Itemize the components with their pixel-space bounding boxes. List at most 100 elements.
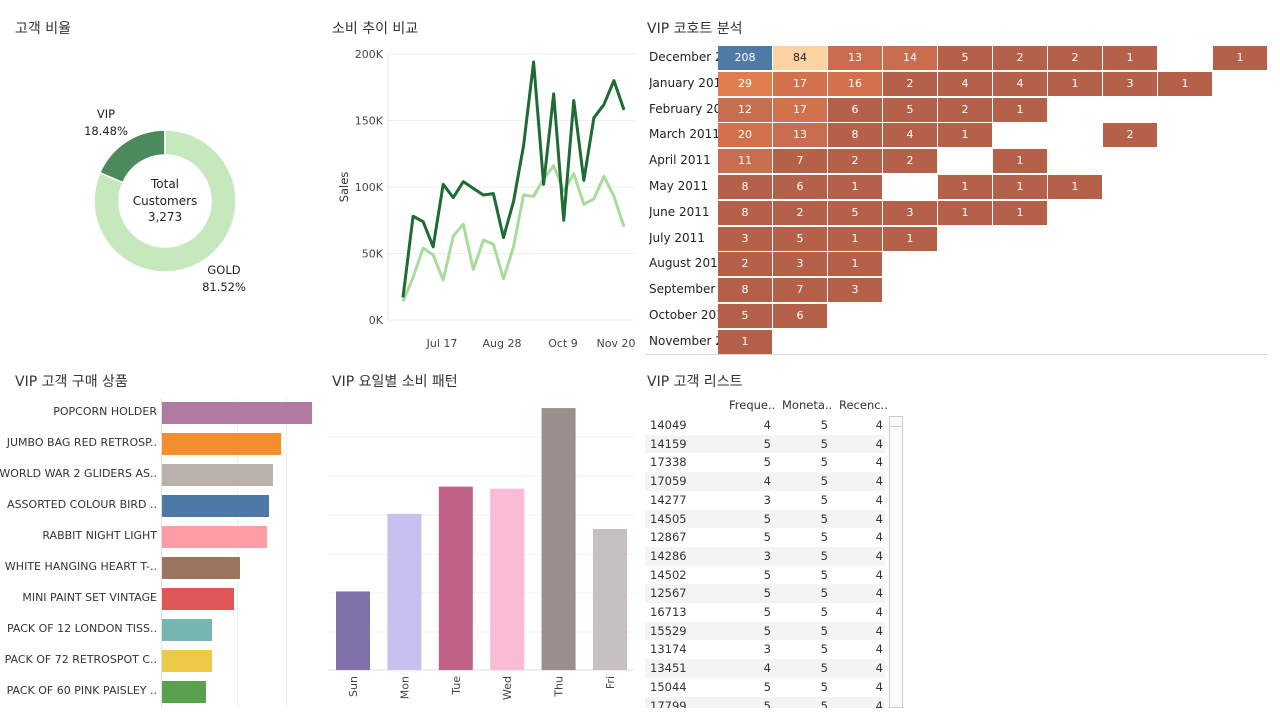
cohort-cell[interactable]: 3 <box>773 252 827 277</box>
table-row[interactable]: 17338 5 5 4 <box>645 453 885 473</box>
cohort-cell[interactable]: 1 <box>938 123 992 148</box>
cohort-cell[interactable]: 20 <box>718 123 772 148</box>
cohort-cell[interactable]: 16 <box>828 71 882 96</box>
table-row[interactable]: 14505 5 5 4 <box>645 509 885 529</box>
table-row[interactable]: 14277 3 5 4 <box>645 490 885 510</box>
table-row[interactable]: 14502 5 5 4 <box>645 565 885 585</box>
cohort-cell[interactable]: 1 <box>993 175 1047 199</box>
cohort-cell[interactable]: 208 <box>718 46 772 70</box>
cohort-cell[interactable]: 1 <box>1213 46 1267 70</box>
product-bar[interactable] <box>162 588 234 610</box>
col-frequency[interactable]: Freque.. <box>729 398 776 412</box>
col-recency[interactable]: Recenc.. <box>839 398 888 412</box>
product-bar[interactable] <box>162 619 212 641</box>
cohort-cell[interactable]: 6 <box>773 175 827 199</box>
cohort-cell[interactable]: 3 <box>883 200 937 225</box>
cohort-cell[interactable]: 1 <box>993 200 1047 225</box>
cohort-cell[interactable]: 2 <box>773 200 827 225</box>
table-row[interactable]: 14049 4 5 4 <box>645 416 885 435</box>
cohort-cell[interactable]: 7 <box>773 149 827 174</box>
list-scrollbar[interactable] <box>889 416 903 708</box>
table-row[interactable]: 13451 4 5 4 <box>645 659 885 678</box>
line-series-light[interactable] <box>401 164 626 302</box>
table-row[interactable]: 15044 5 5 4 <box>645 677 885 697</box>
cohort-cell[interactable]: 1 <box>938 175 992 199</box>
weekday-bar[interactable] <box>438 486 473 670</box>
cohort-cell[interactable]: 1 <box>828 252 882 277</box>
cohort-cell[interactable]: 1 <box>828 226 882 251</box>
cohort-cell[interactable]: 1 <box>1048 71 1102 96</box>
cohort-cell[interactable]: 5 <box>718 304 772 328</box>
product-bar[interactable] <box>162 433 281 455</box>
line-series-dark[interactable] <box>401 60 626 298</box>
cohort-cell[interactable]: 2 <box>828 149 882 174</box>
cohort-cell[interactable]: 1 <box>1048 175 1102 199</box>
donut-slice-gold[interactable] <box>93 129 237 273</box>
cohort-cell[interactable]: 5 <box>828 200 882 225</box>
cohort-cell[interactable]: 84 <box>773 46 827 70</box>
cohort-cell[interactable]: 8 <box>718 200 772 225</box>
cohort-cell[interactable]: 1 <box>718 329 772 354</box>
table-row[interactable]: 12867 5 5 4 <box>645 528 885 547</box>
weekday-bar[interactable] <box>387 513 422 670</box>
cohort-cell[interactable]: 2 <box>938 97 992 122</box>
cohort-cell[interactable]: 3 <box>718 226 772 251</box>
cohort-cell[interactable]: 5 <box>773 226 827 251</box>
table-row[interactable]: 17799 5 5 4 <box>645 696 885 708</box>
weekday-bar[interactable] <box>490 488 525 670</box>
table-row[interactable]: 14286 3 5 4 <box>645 546 885 566</box>
product-bar[interactable] <box>162 464 273 486</box>
cohort-cell[interactable]: 29 <box>718 71 772 96</box>
product-bar[interactable] <box>162 495 269 517</box>
table-row[interactable]: 14159 5 5 4 <box>645 434 885 454</box>
cohort-cell[interactable]: 5 <box>938 46 992 70</box>
table-row[interactable]: 15529 5 5 4 <box>645 621 885 641</box>
cohort-cell[interactable]: 17 <box>773 71 827 96</box>
cohort-cell[interactable]: 12 <box>718 97 772 122</box>
cohort-cell[interactable]: 1 <box>1158 71 1212 96</box>
cohort-cell[interactable]: 1 <box>993 149 1047 174</box>
cohort-cell[interactable]: 14 <box>883 46 937 70</box>
cohort-cell[interactable]: 7 <box>773 278 827 303</box>
product-bar[interactable] <box>162 526 267 548</box>
cohort-cell[interactable]: 13 <box>773 123 827 148</box>
cohort-cell[interactable]: 8 <box>718 278 772 303</box>
table-row[interactable]: 16713 5 5 4 <box>645 603 885 622</box>
score-cell: 4 <box>875 661 883 676</box>
product-bar[interactable] <box>162 650 212 672</box>
table-row[interactable]: 13174 3 5 4 <box>645 640 885 660</box>
cohort-cell[interactable]: 2 <box>1103 123 1157 148</box>
cohort-cell[interactable]: 1 <box>883 226 937 251</box>
weekday-bar[interactable] <box>593 528 627 670</box>
cohort-cell[interactable]: 2 <box>993 46 1047 70</box>
product-bar[interactable] <box>162 557 240 579</box>
product-bar[interactable] <box>162 681 206 703</box>
cohort-cell[interactable]: 11 <box>718 149 772 174</box>
product-bar[interactable] <box>162 402 312 424</box>
col-monetary[interactable]: Moneta.. <box>782 398 833 412</box>
table-row[interactable]: 17059 4 5 4 <box>645 472 885 491</box>
cohort-cell[interactable]: 8 <box>718 175 772 199</box>
cohort-cell[interactable]: 1 <box>1103 46 1157 70</box>
table-row[interactable]: 12567 5 5 4 <box>645 584 885 603</box>
weekday-bar[interactable] <box>541 408 576 670</box>
cohort-cell[interactable]: 8 <box>828 123 882 148</box>
cohort-cell[interactable]: 4 <box>993 71 1047 96</box>
cohort-cell[interactable]: 4 <box>883 123 937 148</box>
cohort-cell[interactable]: 2 <box>1048 46 1102 70</box>
cohort-cell[interactable]: 3 <box>828 278 882 303</box>
cohort-cell[interactable]: 17 <box>773 97 827 122</box>
weekday-bar[interactable] <box>336 591 370 670</box>
cohort-cell[interactable]: 6 <box>828 97 882 122</box>
cohort-cell[interactable]: 13 <box>828 46 882 70</box>
cohort-cell[interactable]: 2 <box>883 71 937 96</box>
cohort-cell[interactable]: 2 <box>718 252 772 277</box>
cohort-cell[interactable]: 4 <box>938 71 992 96</box>
cohort-cell[interactable]: 2 <box>883 149 937 174</box>
cohort-cell[interactable]: 3 <box>1103 71 1157 96</box>
cohort-cell[interactable]: 5 <box>883 97 937 122</box>
cohort-cell[interactable]: 1 <box>938 200 992 225</box>
cohort-cell[interactable]: 1 <box>993 97 1047 122</box>
cohort-cell[interactable]: 6 <box>773 304 827 328</box>
cohort-cell[interactable]: 1 <box>828 175 882 199</box>
